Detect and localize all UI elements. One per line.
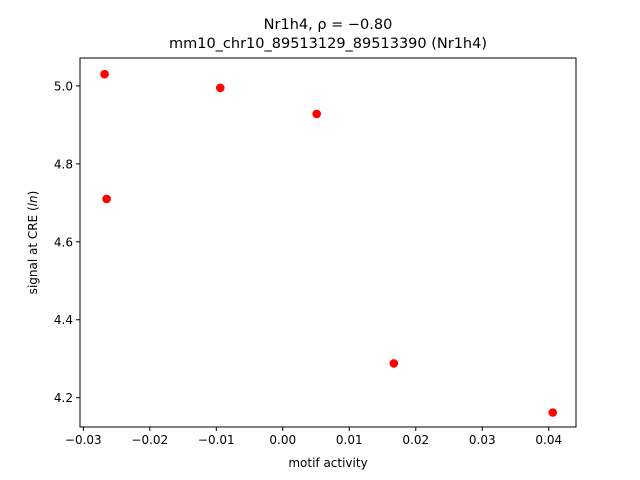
chart-title-line2: mm10_chr10_89513129_89513390 (Nr1h4) — [169, 36, 487, 52]
x-tick-label: −0.01 — [198, 433, 235, 447]
y-tick-label: 5.0 — [54, 79, 73, 93]
x-tick-label: 0.02 — [402, 433, 429, 447]
scatter-point — [102, 194, 111, 204]
y-axis-label-suffix: ) — [26, 191, 40, 196]
x-tick-label: 0.00 — [269, 433, 296, 447]
y-tick-label: 4.6 — [54, 235, 73, 249]
x-tick-label: 0.03 — [469, 433, 496, 447]
scatter-point — [312, 109, 321, 119]
x-axis-label: motif activity — [288, 456, 367, 470]
x-tick-label: 0.04 — [535, 433, 562, 447]
x-tick-label: 0.01 — [336, 433, 363, 447]
x-tick-label: −0.03 — [65, 433, 102, 447]
chart-title-line1: Nr1h4, ρ = −0.80 — [264, 17, 393, 33]
y-axis-label-prefix: signal at CRE ( — [26, 206, 40, 294]
data-points — [100, 69, 558, 417]
scatter-point — [215, 83, 225, 93]
x-axis-ticks: −0.03 −0.02 −0.01 0.00 0.01 0.02 0.03 0.04 — [65, 427, 562, 447]
y-tick-label: 4.8 — [54, 157, 73, 171]
y-axis-label-italic: ln — [26, 195, 40, 206]
scatter-point — [389, 359, 399, 368]
plot-area-frame — [79, 57, 577, 428]
x-tick-label: −0.02 — [131, 433, 168, 447]
scatter-point — [100, 69, 109, 79]
y-tick-label: 4.2 — [54, 391, 73, 405]
scatter-point — [548, 408, 558, 417]
y-axis-ticks: 4.2 4.4 4.6 4.8 5.0 — [54, 79, 80, 405]
y-tick-label: 4.4 — [54, 313, 73, 327]
y-axis-label: signal at CRE (ln) — [26, 191, 40, 295]
